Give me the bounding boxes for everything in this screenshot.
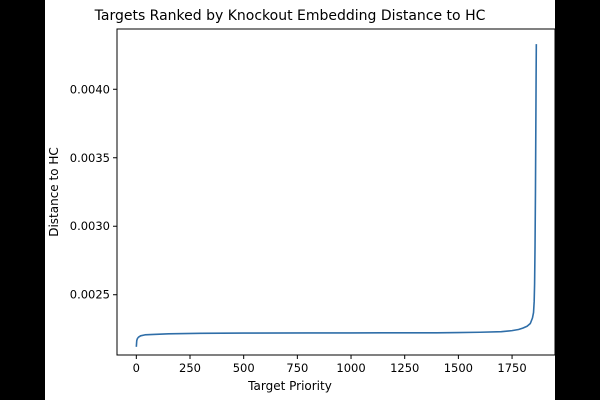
y-tick-label: 0.0025 [70,288,110,302]
y-tick-label: 0.0030 [70,219,110,233]
series-line [135,44,538,347]
axis-ticks: 0 250 500 750 1000 1250 1500 1750 0.0025 0.0030 0.… [70,82,527,375]
line-chart: Targets Ranked by Knockout Embedding Dis… [47,8,555,393]
x-tick-label: 1500 [444,361,473,375]
x-tick-label: 1250 [390,361,419,375]
chart-figure: Targets Ranked by Knockout Embedding Dis… [45,0,555,400]
y-tick-label: 0.0040 [70,82,110,96]
x-tick-label: 1000 [336,361,365,375]
x-tick-label: 250 [179,361,201,375]
x-axis-label: Target Priority [247,379,332,393]
chart-title: Targets Ranked by Knockout Embedding Dis… [94,8,486,24]
x-tick-label: 1750 [497,361,526,375]
x-tick-label: 500 [233,361,255,375]
plot-area [135,44,538,347]
plot-frame [116,28,555,356]
x-tick-label: 0 [133,361,140,375]
x-tick-label: 750 [286,361,308,375]
y-axis-label: Distance to HC [47,147,61,237]
y-tick-label: 0.0035 [70,151,110,165]
